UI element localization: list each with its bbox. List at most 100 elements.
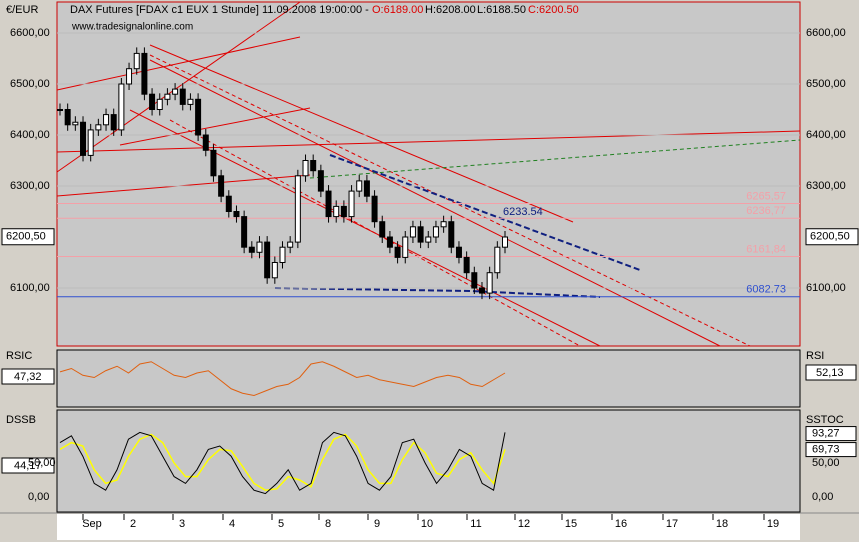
y-tick-label-right: 6400,00 xyxy=(806,129,846,141)
current-price-box xyxy=(1,228,55,246)
candle xyxy=(57,109,63,111)
candle xyxy=(302,160,309,177)
dss-box xyxy=(1,457,55,474)
y-tick-label: 6500,00 xyxy=(10,78,50,90)
x-tick-label: 18 xyxy=(716,518,728,530)
dss-right-tick: 69,73 xyxy=(812,443,840,455)
current-price: 6200,50 xyxy=(6,231,46,243)
candle xyxy=(440,221,447,228)
candle xyxy=(256,241,263,253)
candle xyxy=(241,216,248,248)
candle xyxy=(409,226,416,238)
candle xyxy=(87,129,94,156)
rsi-line xyxy=(59,361,506,397)
x-tick-label: 10 xyxy=(421,518,433,530)
candle xyxy=(417,226,424,243)
candle xyxy=(271,262,278,279)
x-tick-label: Sep xyxy=(82,518,102,530)
header-open: O:6189.00 xyxy=(372,4,423,16)
level-label: 6161,84 xyxy=(746,243,786,255)
candle xyxy=(218,175,225,197)
candle xyxy=(486,272,493,294)
candle xyxy=(172,88,179,95)
y-tick-label: 6100,00 xyxy=(10,282,50,294)
candle xyxy=(118,83,125,131)
dss-panel xyxy=(56,409,801,513)
candle xyxy=(379,221,386,238)
candle xyxy=(310,160,317,172)
level-label: 6236,77 xyxy=(746,205,786,217)
candle xyxy=(72,121,79,126)
candle xyxy=(233,211,240,218)
candle xyxy=(348,190,355,218)
candle xyxy=(179,88,186,105)
rsi-right-name: RSI xyxy=(806,350,824,362)
candle xyxy=(195,98,202,136)
trend-line-green xyxy=(309,139,801,179)
candle xyxy=(103,114,110,126)
x-tick-label: 17 xyxy=(666,518,678,530)
header-close: C:6200.50 xyxy=(528,4,579,16)
x-tick-label: 5 xyxy=(278,518,284,530)
level-label: 6265,57 xyxy=(746,190,786,202)
x-tick-label: 9 xyxy=(374,518,380,530)
y-tick-label: 6400,00 xyxy=(10,129,50,141)
candle xyxy=(494,246,501,274)
candle xyxy=(126,68,133,85)
source: www.tradesignalonline.com xyxy=(71,22,193,33)
candle xyxy=(202,134,209,151)
candle xyxy=(133,52,140,70)
candle xyxy=(448,221,455,248)
x-tick-label: 4 xyxy=(229,518,235,530)
candle xyxy=(225,195,232,212)
dss-tick: 50,00 xyxy=(28,457,56,469)
candle xyxy=(294,175,301,243)
level-label: 6082.73 xyxy=(746,284,786,296)
x-tick-label: 16 xyxy=(615,518,627,530)
candle xyxy=(356,180,363,192)
rsi-box xyxy=(1,368,55,385)
candle xyxy=(264,241,271,279)
main-panel xyxy=(56,1,801,347)
x-tick-label: 3 xyxy=(179,518,185,530)
x-tick-label: 2 xyxy=(130,518,136,530)
line-label: 6233.54 xyxy=(503,206,543,218)
candle xyxy=(141,52,148,95)
y-tick-label-right: 6300,00 xyxy=(806,180,846,192)
x-tick-label: 19 xyxy=(767,518,779,530)
candle xyxy=(363,180,370,197)
candle xyxy=(502,236,508,248)
candle xyxy=(432,226,439,238)
dss-fast xyxy=(59,431,506,495)
candle xyxy=(248,246,255,253)
candle xyxy=(80,121,87,156)
candle xyxy=(340,205,347,218)
dss-slow xyxy=(59,433,506,491)
dss-right-tick: 0,00 xyxy=(812,491,833,503)
y-tick-label-right: 6100,00 xyxy=(806,282,846,294)
candle xyxy=(187,98,194,105)
dss-right-name: SSTOC xyxy=(806,414,844,426)
rsi-right: 52,13 xyxy=(816,367,844,379)
candle xyxy=(371,195,378,223)
candle xyxy=(471,272,478,289)
y-tick-label: 6600,00 xyxy=(10,27,50,39)
candle xyxy=(279,246,286,263)
header-low: L:6188.50 xyxy=(477,4,526,16)
support-lines xyxy=(274,154,641,298)
candle xyxy=(455,246,462,258)
candle xyxy=(325,190,332,218)
rsi-panel xyxy=(56,349,801,408)
unit-label: €/EUR xyxy=(6,4,38,16)
dss-right-box xyxy=(805,426,857,442)
rsi-left: 47,32 xyxy=(14,371,42,383)
candle xyxy=(425,236,432,243)
x-tick-label: 8 xyxy=(325,518,331,530)
x-tick-label: 15 xyxy=(565,518,577,530)
candle xyxy=(394,246,401,258)
candle xyxy=(210,149,217,177)
candle xyxy=(402,236,409,258)
dss-right-tick: 50,00 xyxy=(812,457,840,469)
